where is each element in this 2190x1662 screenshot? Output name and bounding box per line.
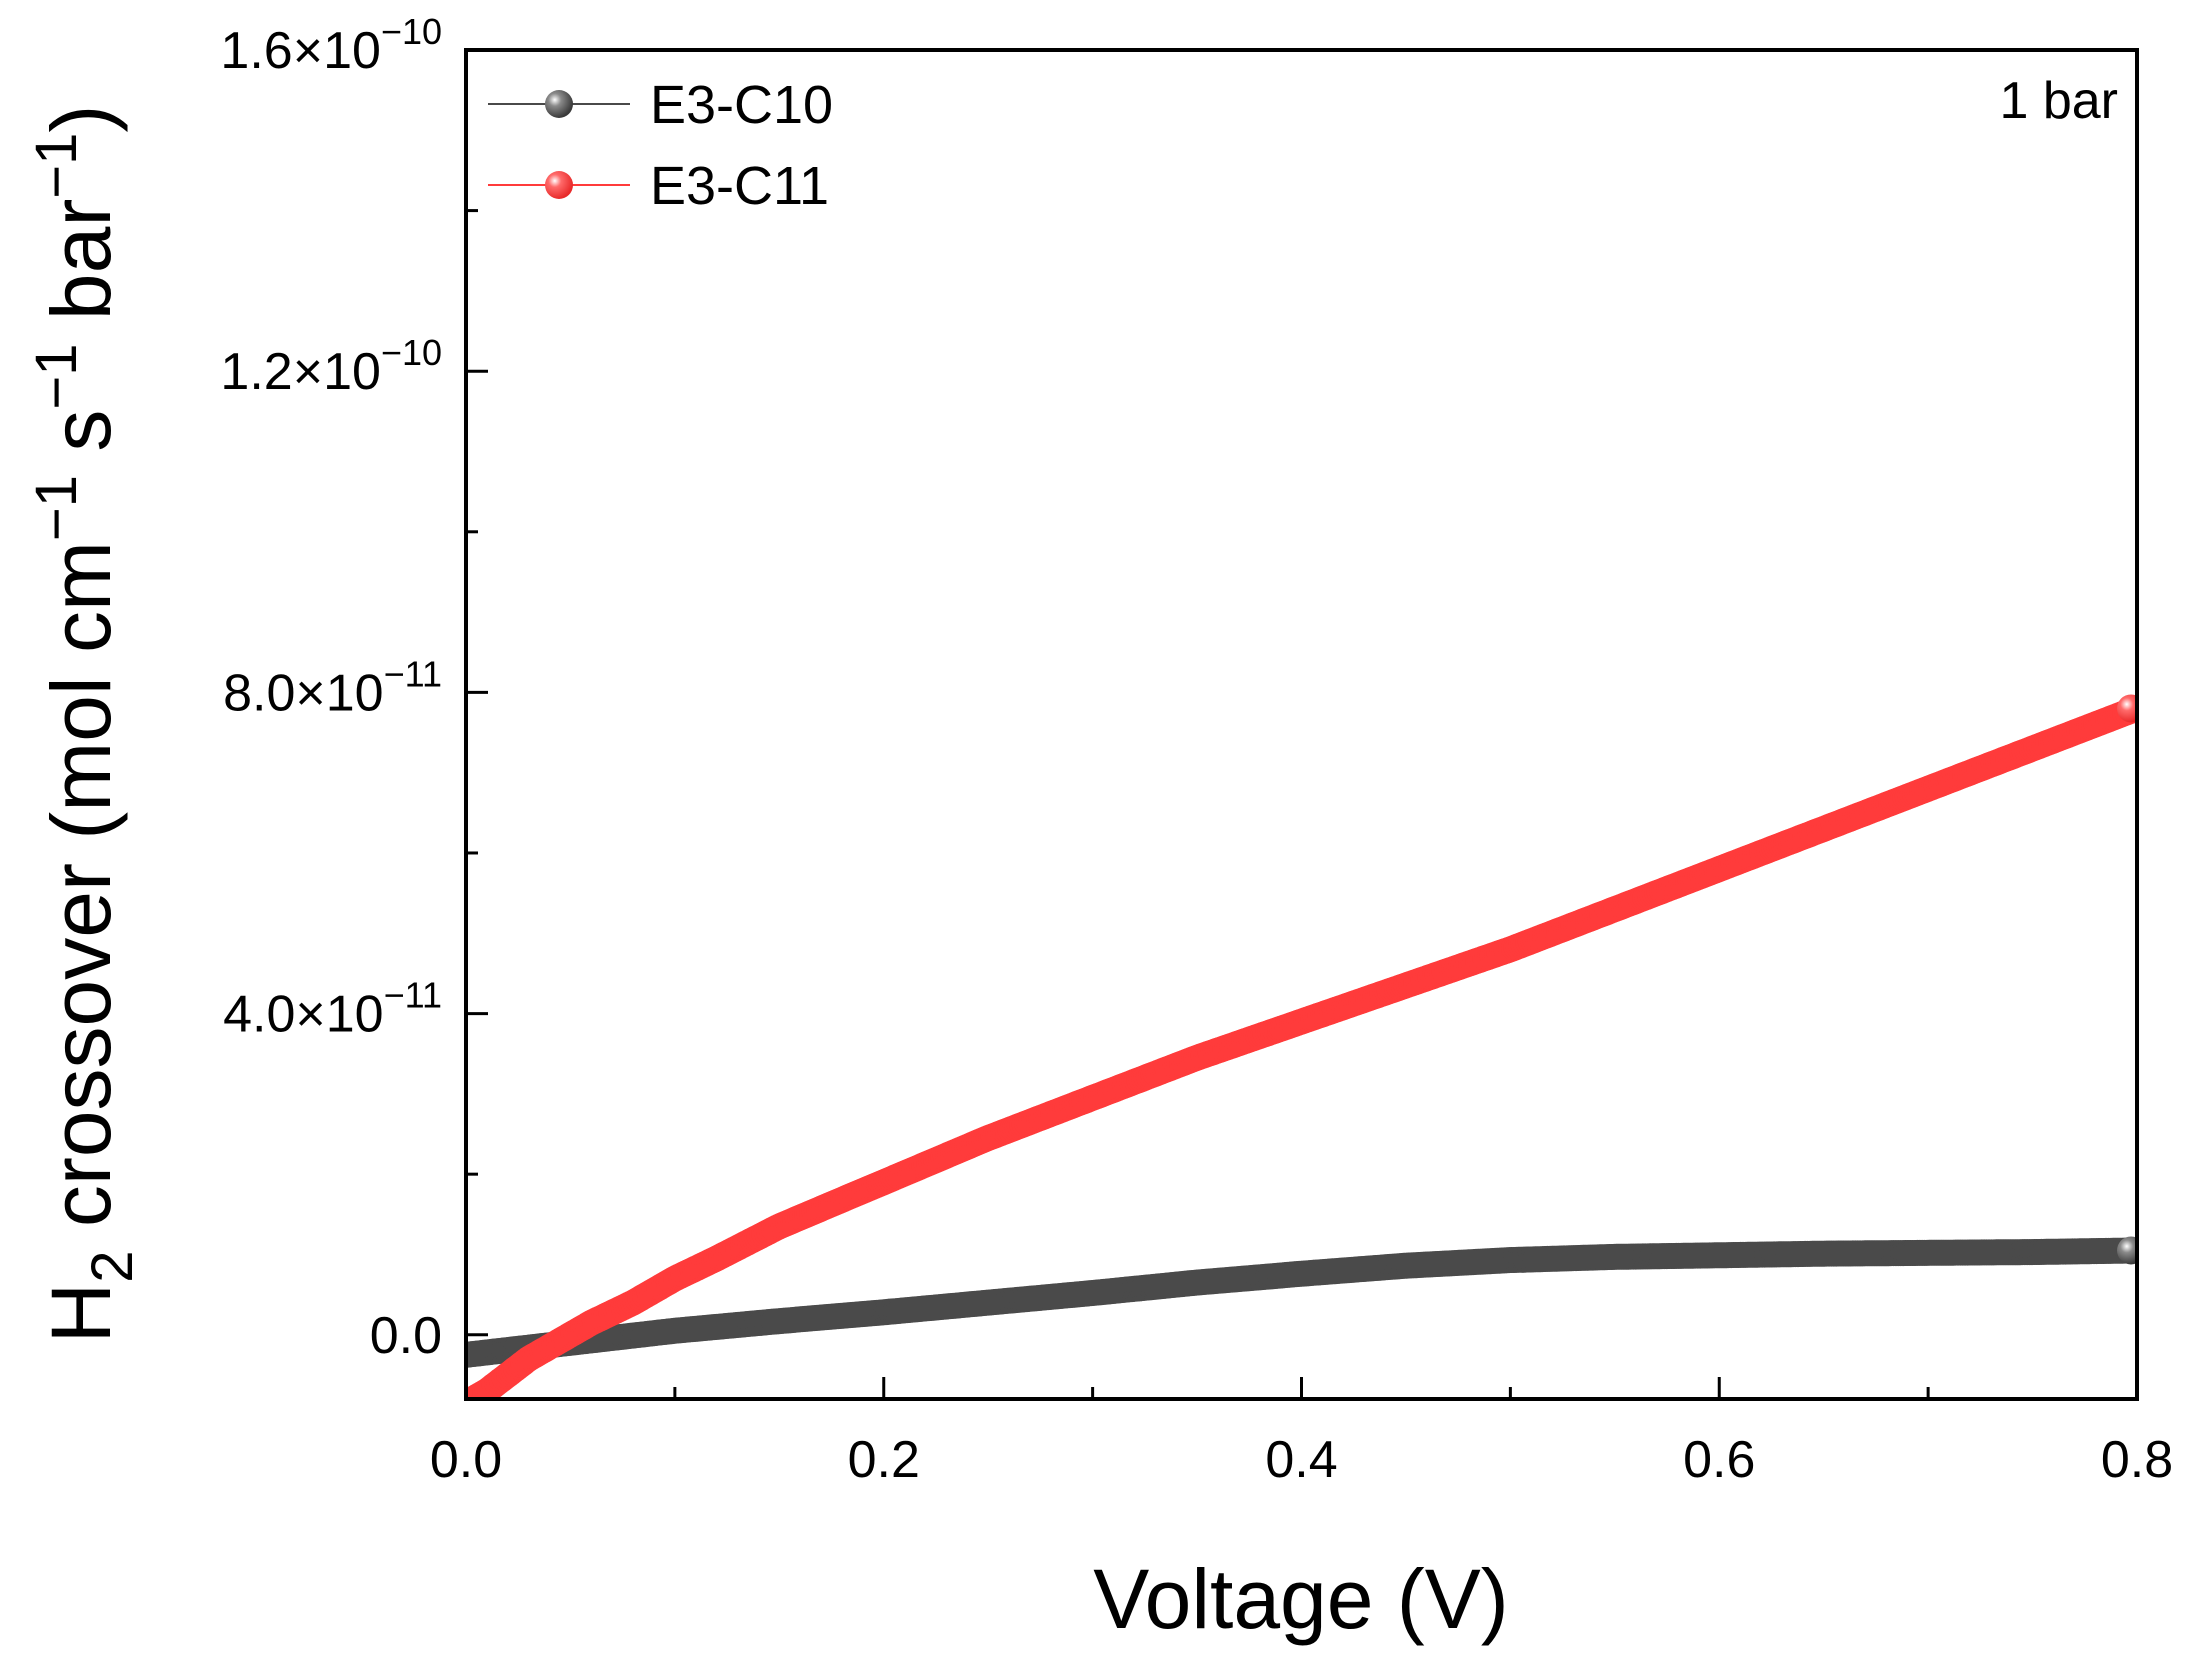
legend-marker-1	[545, 171, 573, 199]
series-1	[466, 694, 2137, 1399]
legend: E3-C10 E3-C11	[488, 75, 833, 216]
x-axis: 0.0 0.2 0.4 0.6 0.8	[430, 1377, 2173, 1489]
legend-marker-0	[545, 90, 573, 118]
y-axis-title-prefix: H	[34, 1283, 128, 1344]
series-0-end-marker	[2117, 1236, 2137, 1265]
x-tick-label-0: 0.0	[430, 1431, 502, 1489]
legend-item-1: E3-C11	[488, 156, 829, 216]
y-tick-label-4: 1.6×10−10	[220, 11, 442, 80]
x-axis-title: Voltage (V)	[1093, 1552, 1509, 1646]
legend-label-0: E3-C10	[650, 75, 833, 135]
y-axis-title-sup1: −1	[24, 475, 89, 541]
y-axis-title-main: crossover (mol cm	[34, 541, 128, 1250]
legend-item-0: E3-C10	[488, 75, 833, 135]
x-tick-label-3: 0.6	[1683, 1431, 1755, 1489]
y-axis-title-mid2: bar	[34, 199, 128, 344]
y-tick-label-1: 4.0×10−11	[223, 975, 442, 1044]
y-axis-title: H2 crossover (mol cm−1 s−1 bar−1)	[24, 105, 145, 1344]
y-axis-title-sub: 2	[80, 1250, 145, 1282]
annotation-pressure: 1 bar	[1999, 72, 2118, 130]
series-0	[466, 1236, 2137, 1368]
series-layer	[466, 694, 2137, 1399]
y-tick-label-0: 0.0	[370, 1307, 442, 1365]
y-axis: 0.0 4.0×10−11 8.0×10−11 1.2×10−10 1.6×10−10	[220, 11, 488, 1365]
y-axis-title-mid: s	[34, 410, 128, 475]
y-tick-label-2: 8.0×10−11	[223, 653, 442, 722]
legend-label-1: E3-C11	[650, 156, 829, 216]
y-axis-title-sup2: −1	[24, 343, 89, 409]
x-tick-label-1: 0.2	[848, 1431, 920, 1489]
x-tick-label-2: 0.4	[1265, 1431, 1337, 1489]
y-axis-title-end: )	[34, 105, 128, 133]
x-tick-label-4: 0.8	[2101, 1431, 2173, 1489]
y-tick-label-3: 1.2×10−10	[220, 332, 442, 401]
series-1-end-marker	[2117, 694, 2137, 723]
plot-frame	[464, 48, 2139, 1401]
y-axis-title-sup3: −1	[24, 133, 89, 199]
